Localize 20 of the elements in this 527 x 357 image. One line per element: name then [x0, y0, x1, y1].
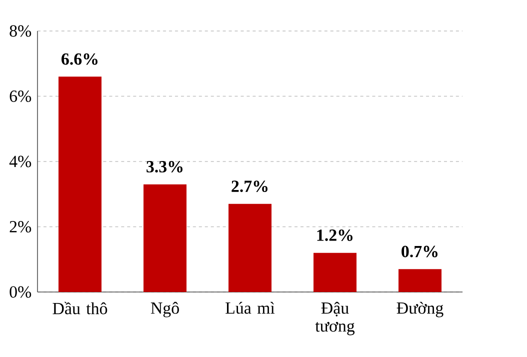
data-label: 3.3%	[146, 160, 182, 172]
x-tick-label: Đậu tương	[315, 302, 355, 336]
x-tick-label: Ngô	[150, 302, 179, 318]
x-tick-label: Lúa mì	[226, 302, 275, 314]
y-tick-label: 0%	[10, 286, 32, 298]
data-label: 2.7%	[232, 180, 268, 192]
y-tick-label: 8%	[10, 25, 32, 37]
bar	[314, 252, 357, 292]
bar	[228, 204, 272, 292]
data-label: 1.2%	[317, 230, 352, 241]
x-tick-label: Dầu thô	[52, 302, 108, 314]
y-tick-label: 2%	[10, 221, 32, 232]
y-tick-label: 4%	[9, 156, 32, 168]
data-label: 6.6%	[62, 53, 98, 65]
bar	[144, 184, 186, 292]
y-tick-label: 6%	[10, 90, 32, 102]
bar	[398, 269, 442, 292]
x-tick-label: Đường	[396, 302, 444, 318]
bar	[58, 76, 102, 292]
data-label: 0.7%	[402, 246, 438, 258]
